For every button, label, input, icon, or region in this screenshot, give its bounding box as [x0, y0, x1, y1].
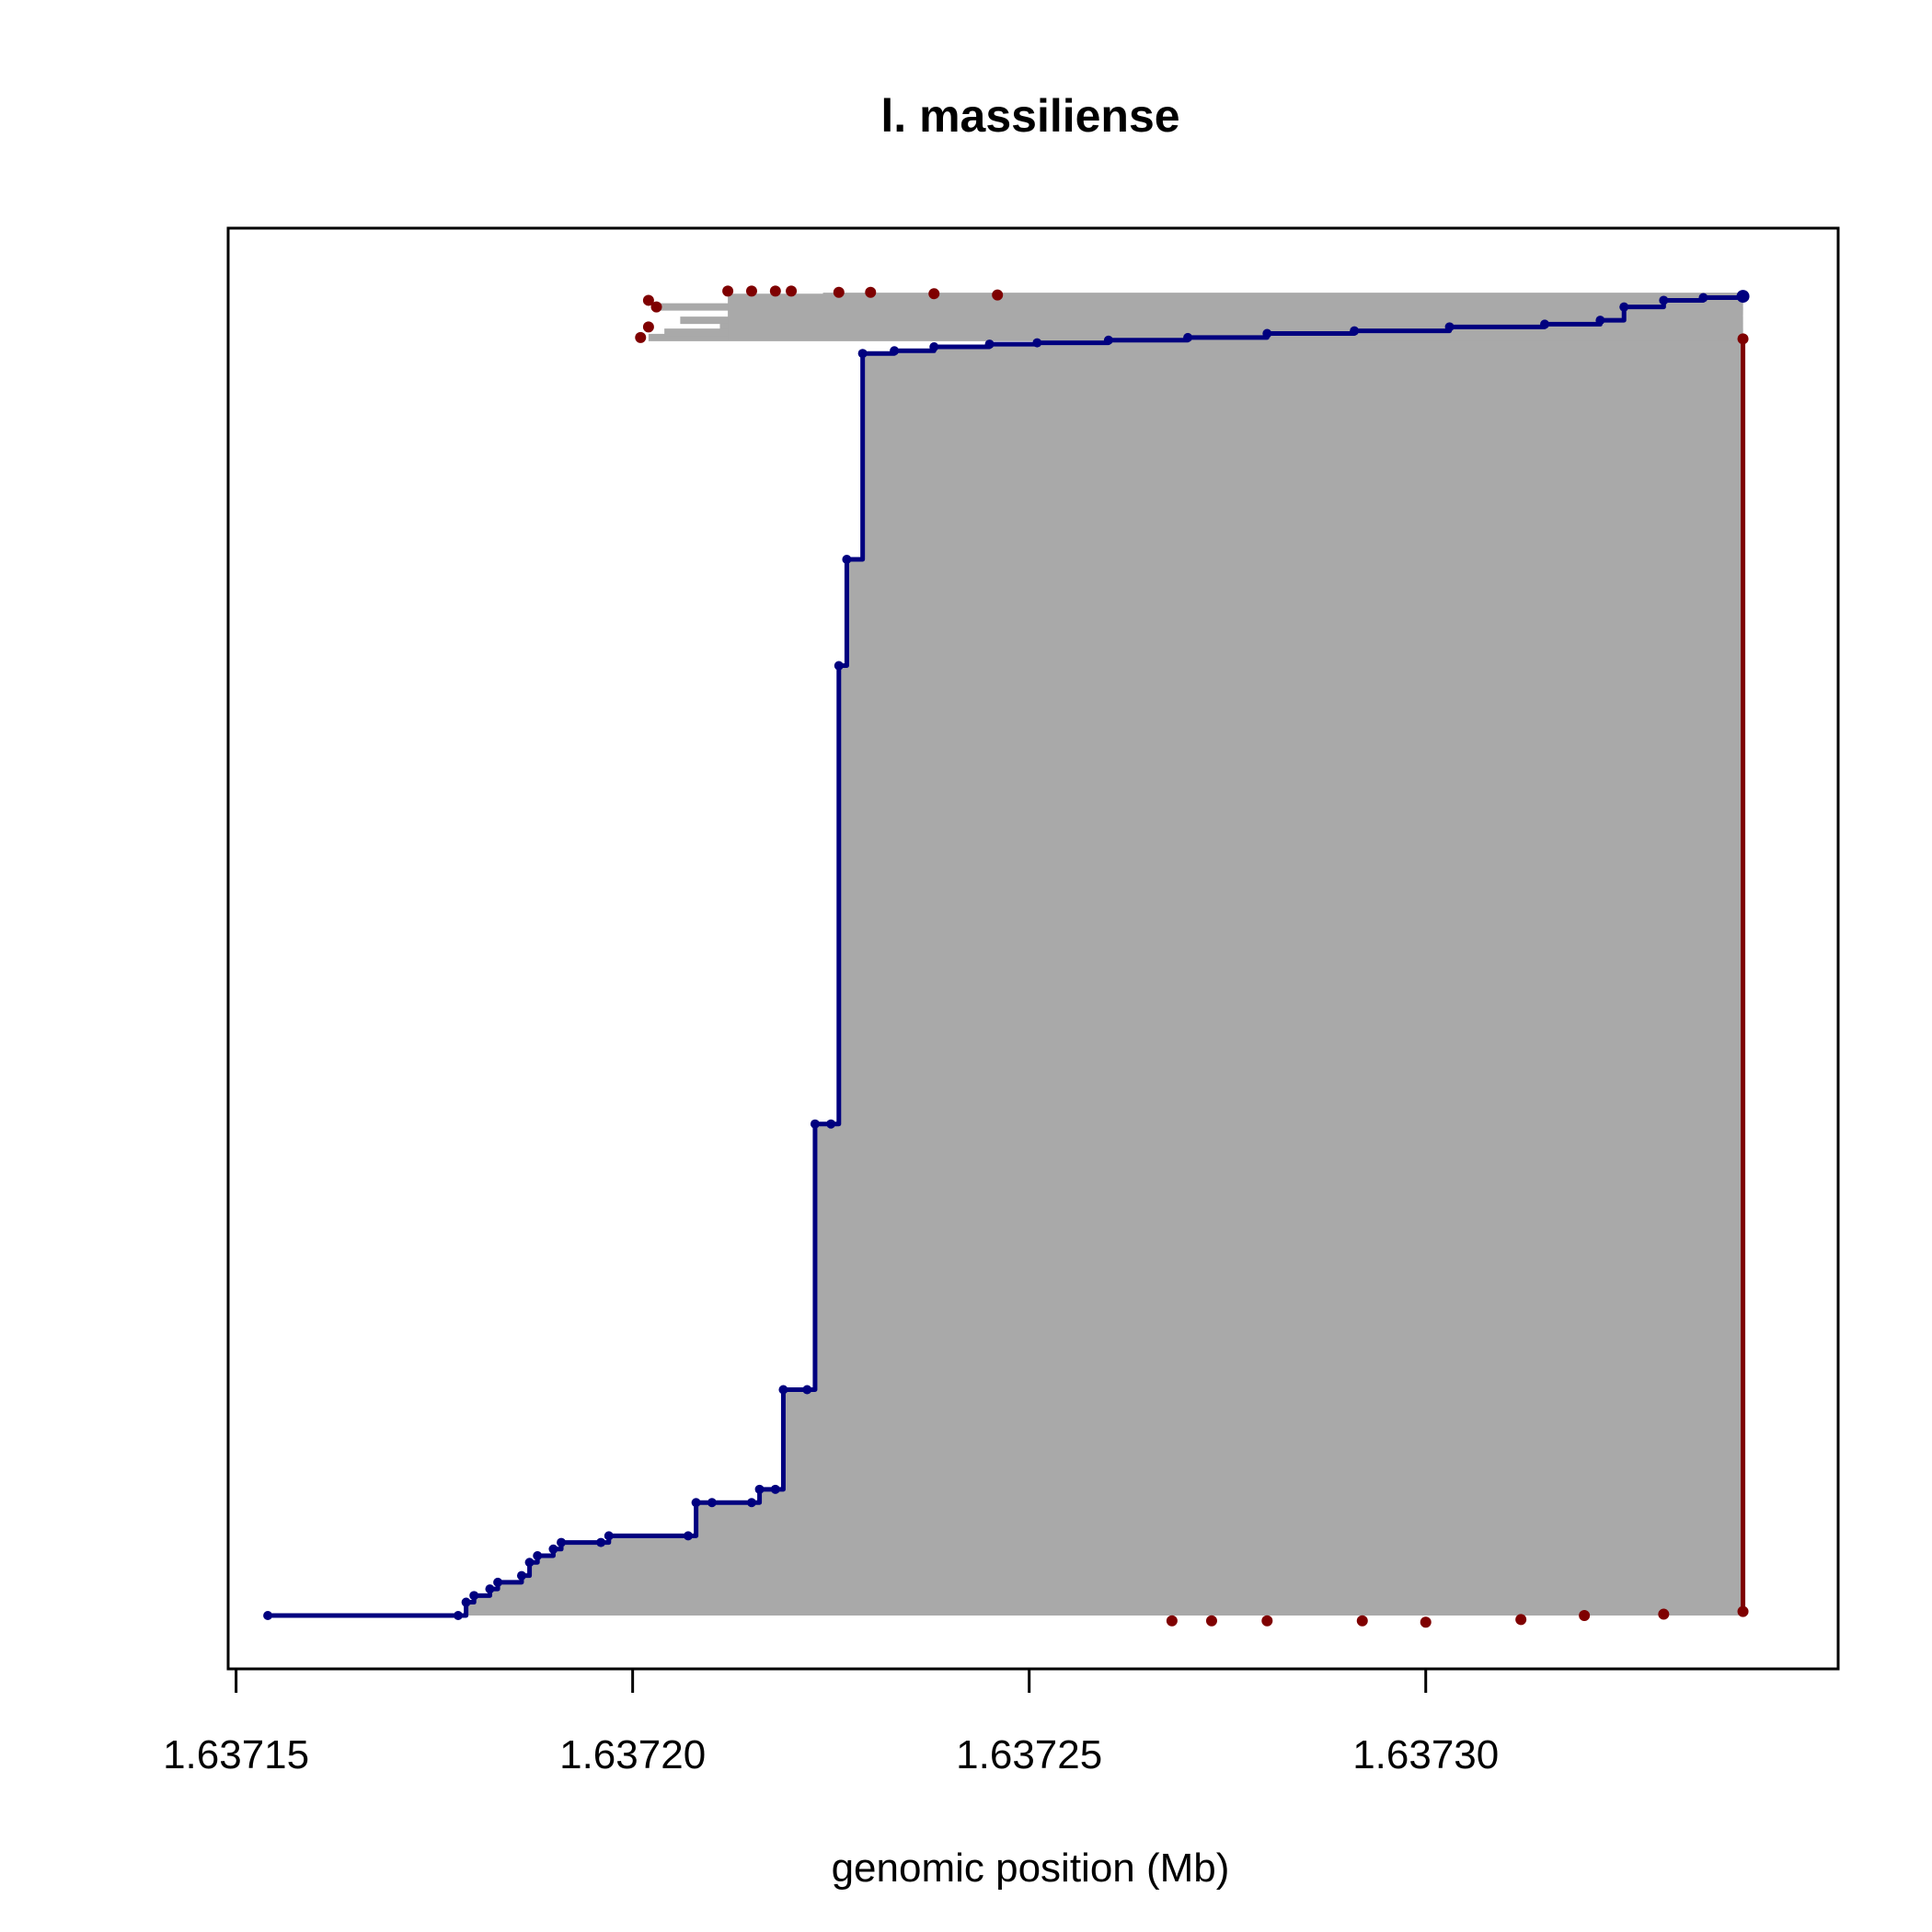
forward-point [516, 1570, 526, 1581]
forward-point [842, 555, 852, 565]
forward-point [929, 341, 939, 351]
forward-point [826, 1119, 836, 1129]
forward-point [857, 349, 868, 359]
reverse-point [992, 289, 1004, 301]
x-axis: 1.63715 1.63720 1.63725 1.63730 [163, 1667, 1499, 1777]
forward-point [746, 1498, 756, 1508]
x-tick-label: 1.63720 [559, 1732, 706, 1777]
forward-point [548, 1544, 558, 1554]
forward-point [524, 1558, 535, 1568]
forward-point [1183, 332, 1193, 342]
reverse-point [722, 285, 734, 297]
forward-point [778, 1385, 788, 1395]
forward-point [1619, 302, 1629, 312]
reverse-point [1737, 333, 1749, 345]
x-tick-label: 1.63725 [956, 1732, 1102, 1777]
forward-point [1444, 322, 1455, 332]
reverse-point [928, 288, 940, 300]
wrapped-read-block [728, 293, 1743, 340]
reverse-point [635, 331, 647, 343]
forward-point [802, 1385, 812, 1395]
reverse-point [1658, 1608, 1670, 1620]
forward-point [1659, 295, 1669, 305]
read-span-fill [268, 296, 1743, 1616]
reverse-point [1261, 1615, 1273, 1627]
forward-point [754, 1484, 765, 1494]
forward-point [469, 1591, 479, 1601]
forward-point [810, 1119, 820, 1129]
reverse-point [833, 286, 845, 298]
reverse-point [1737, 1605, 1749, 1617]
reverse-point [865, 286, 877, 298]
forward-point [1103, 335, 1113, 345]
reverse-point [642, 294, 654, 306]
chart-title: l. massiliense [880, 90, 1179, 142]
plot-area [263, 285, 1750, 1628]
forward-point [1736, 290, 1750, 304]
reverse-point [1420, 1616, 1432, 1628]
reverse-point [650, 301, 662, 313]
forward-point [890, 346, 900, 356]
forward-point [1350, 326, 1360, 336]
reverse-point [1356, 1615, 1368, 1627]
reverse-point [1166, 1615, 1178, 1627]
forward-point [1540, 319, 1550, 329]
forward-point [691, 1498, 701, 1508]
reverse-point [769, 285, 781, 297]
reverse-point [786, 285, 798, 297]
forward-point [707, 1498, 717, 1508]
forward-point [834, 661, 844, 671]
forward-point [557, 1537, 567, 1547]
forward-point [1595, 316, 1605, 326]
forward-point [485, 1584, 495, 1594]
forward-point [984, 339, 995, 350]
forward-point [684, 1531, 693, 1541]
x-tick-label: 1.63730 [1352, 1732, 1499, 1777]
forward-point [263, 1611, 273, 1620]
reverse-point [1579, 1610, 1591, 1621]
reverse-point [1205, 1615, 1217, 1627]
reverse-point [1515, 1614, 1527, 1626]
forward-point [461, 1597, 471, 1607]
reverse-point [745, 285, 757, 297]
forward-point [533, 1551, 543, 1561]
x-tick-label: 1.63715 [163, 1732, 309, 1777]
forward-point [493, 1577, 503, 1587]
forward-point [1262, 328, 1272, 339]
forward-point [604, 1531, 614, 1541]
x-axis-label: genomic position (Mb) [832, 1846, 1230, 1891]
reverse-point [642, 321, 654, 333]
forward-point [1698, 293, 1708, 303]
forward-point [1032, 338, 1042, 348]
forward-point [770, 1484, 780, 1494]
forward-point [454, 1611, 463, 1620]
forward-point [596, 1537, 606, 1547]
